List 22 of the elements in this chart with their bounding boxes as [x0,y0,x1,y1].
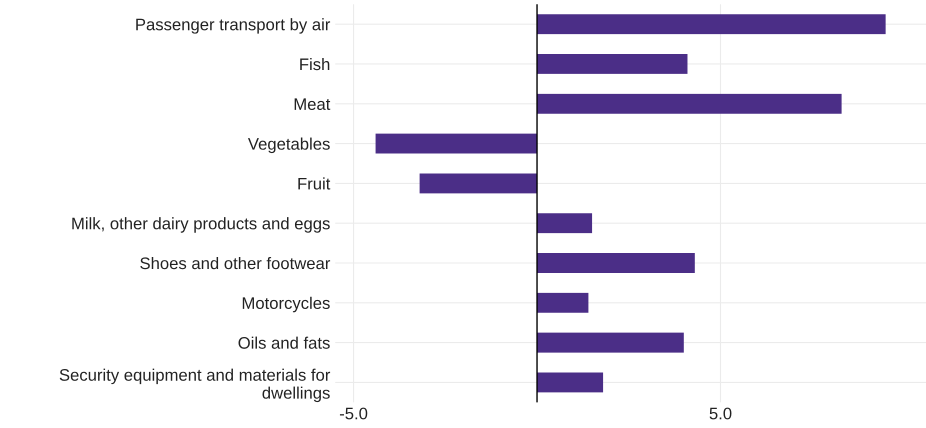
y-tick-label: Vegetables [248,138,330,154]
y-tick-label: Security equipment and materials for dwellings [60,368,330,402]
x-tick-label: 5.0 [710,408,732,420]
bar [537,292,588,313]
bar [537,54,688,74]
y-tick-label: Oils and fats [238,336,330,349]
bar [537,372,604,392]
y-tick-label: Shoes and other footwear [140,256,330,270]
bar [376,134,538,154]
y-tick-label: Motorcycles [242,296,330,312]
bar [537,332,684,353]
y-tick-label: Fish [300,58,330,70]
bar [537,213,592,234]
y-tick-label: Passenger transport by air [136,18,330,34]
y-tick-label: Fruit [298,177,330,190]
bar [537,14,886,34]
bar [537,94,842,114]
bar [537,253,695,273]
bar [420,173,538,194]
y-tick-label: Milk, other dairy products and eggs [72,217,330,233]
x-tick-label: -5.0 [340,408,368,420]
y-tick-label: Meat [294,98,330,110]
